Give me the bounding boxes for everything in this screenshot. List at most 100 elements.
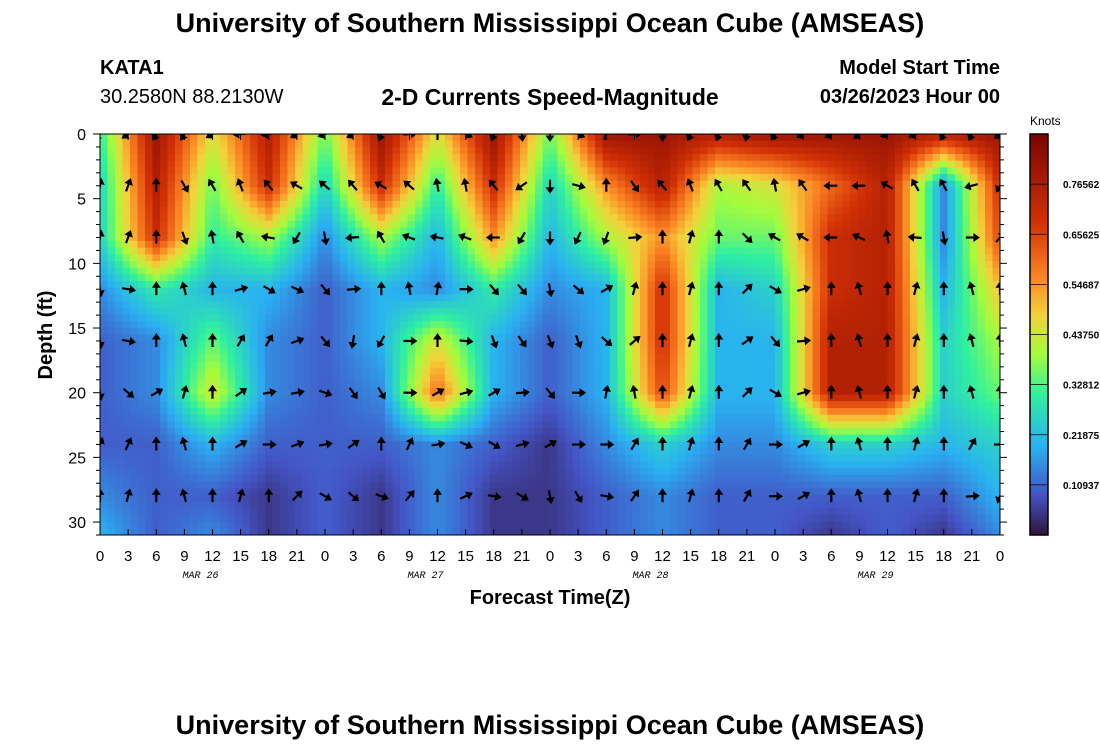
heatmap-cell (947, 247, 956, 255)
heatmap-cell (572, 347, 581, 356)
heatmap-cell (790, 260, 799, 269)
heatmap-cell (580, 287, 589, 295)
heatmap-cell (910, 194, 919, 202)
heatmap-cell (362, 154, 371, 162)
heatmap-cell (422, 234, 431, 242)
heatmap-cell (415, 227, 424, 235)
heatmap-cell (572, 274, 581, 282)
heatmap-cell (145, 167, 154, 175)
heatmap-cell (475, 334, 484, 342)
heatmap-cell (145, 321, 154, 329)
heatmap-cell (745, 341, 754, 349)
heatmap-cell (437, 408, 446, 416)
heatmap-cell (122, 341, 131, 349)
heatmap-cell (917, 401, 926, 409)
heatmap-cell (295, 347, 304, 356)
heatmap-cell (340, 160, 349, 169)
heatmap-cell (692, 220, 701, 229)
heatmap-cell (842, 200, 851, 209)
heatmap-cell (235, 147, 244, 155)
heatmap-cell (655, 200, 664, 209)
heatmap-cell (535, 247, 544, 255)
heatmap-cell (745, 240, 754, 249)
heatmap-cell (797, 254, 806, 262)
heatmap-cell (887, 267, 896, 275)
heatmap-cell (235, 287, 244, 295)
heatmap-cell (662, 234, 671, 242)
heatmap-cell (197, 334, 206, 342)
heatmap-cell (865, 394, 874, 402)
heatmap-cell (422, 307, 431, 316)
heatmap-cell (677, 287, 686, 295)
heatmap-cell (857, 180, 866, 189)
heatmap-cell (190, 354, 199, 362)
heatmap-cell (985, 234, 994, 242)
heatmap-cell (310, 281, 319, 289)
heatmap-cell (917, 287, 926, 295)
heatmap-cell (497, 260, 506, 269)
heatmap-cell (520, 234, 529, 242)
heatmap-cell (835, 361, 844, 369)
heatmap-cell (745, 401, 754, 409)
heatmap-cell (602, 314, 611, 322)
heatmap-cell (527, 180, 536, 189)
heatmap-cell (280, 234, 289, 242)
heatmap-cell (437, 294, 446, 302)
heatmap-cell (182, 247, 191, 255)
heatmap-cell (677, 140, 686, 148)
heatmap-cell (715, 307, 724, 316)
heatmap-cell (917, 347, 926, 356)
heatmap-cell (220, 240, 229, 249)
heatmap-cell (325, 174, 334, 182)
heatmap-cell (235, 361, 244, 369)
heatmap-cell (557, 207, 566, 215)
heatmap-cell (377, 301, 386, 309)
heatmap-cell (722, 367, 731, 376)
heatmap-cell (197, 187, 206, 195)
heatmap-cell (835, 301, 844, 309)
heatmap-cell (212, 134, 221, 142)
heatmap-cell (542, 281, 551, 289)
heatmap-cell (145, 394, 154, 402)
heatmap-cell (580, 260, 589, 269)
heatmap-cell (895, 327, 904, 336)
heatmap-cell (355, 254, 364, 262)
heatmap-cell (925, 220, 934, 229)
heatmap-cell (310, 154, 319, 162)
heatmap-cell (640, 167, 649, 175)
heatmap-cell (460, 381, 469, 389)
heatmap-cell (287, 401, 296, 409)
heatmap-cell (482, 334, 491, 342)
heatmap-cell (782, 401, 791, 409)
heatmap-cell (707, 227, 716, 235)
heatmap-cell (370, 381, 379, 389)
heatmap-cell (707, 274, 716, 282)
heatmap-cell (325, 187, 334, 195)
heatmap-cell (362, 341, 371, 349)
heatmap-cell (617, 408, 626, 416)
heatmap-cell (115, 347, 124, 356)
heatmap-cell (932, 174, 941, 182)
heatmap-cell (722, 194, 731, 202)
heatmap-cell (595, 180, 604, 189)
heatmap-cell (745, 207, 754, 215)
heatmap-cell (100, 140, 109, 148)
heatmap-cell (280, 294, 289, 302)
heatmap-cell (880, 401, 889, 409)
heatmap-cell (925, 227, 934, 235)
heatmap-cell (745, 321, 754, 329)
heatmap-cell (895, 341, 904, 349)
heatmap-cell (347, 154, 356, 162)
heatmap-cell (595, 187, 604, 195)
heatmap-cell (850, 234, 859, 242)
heatmap-cell (632, 207, 641, 215)
heatmap-cell (827, 200, 836, 209)
heatmap-cell (445, 167, 454, 175)
heatmap-cell (377, 408, 386, 416)
heatmap-cell (685, 160, 694, 169)
heatmap-cell (190, 227, 199, 235)
heatmap-cell (992, 347, 1000, 356)
heatmap-cell (940, 367, 949, 376)
heatmap-cell (122, 260, 131, 269)
heatmap-cell (257, 294, 266, 302)
